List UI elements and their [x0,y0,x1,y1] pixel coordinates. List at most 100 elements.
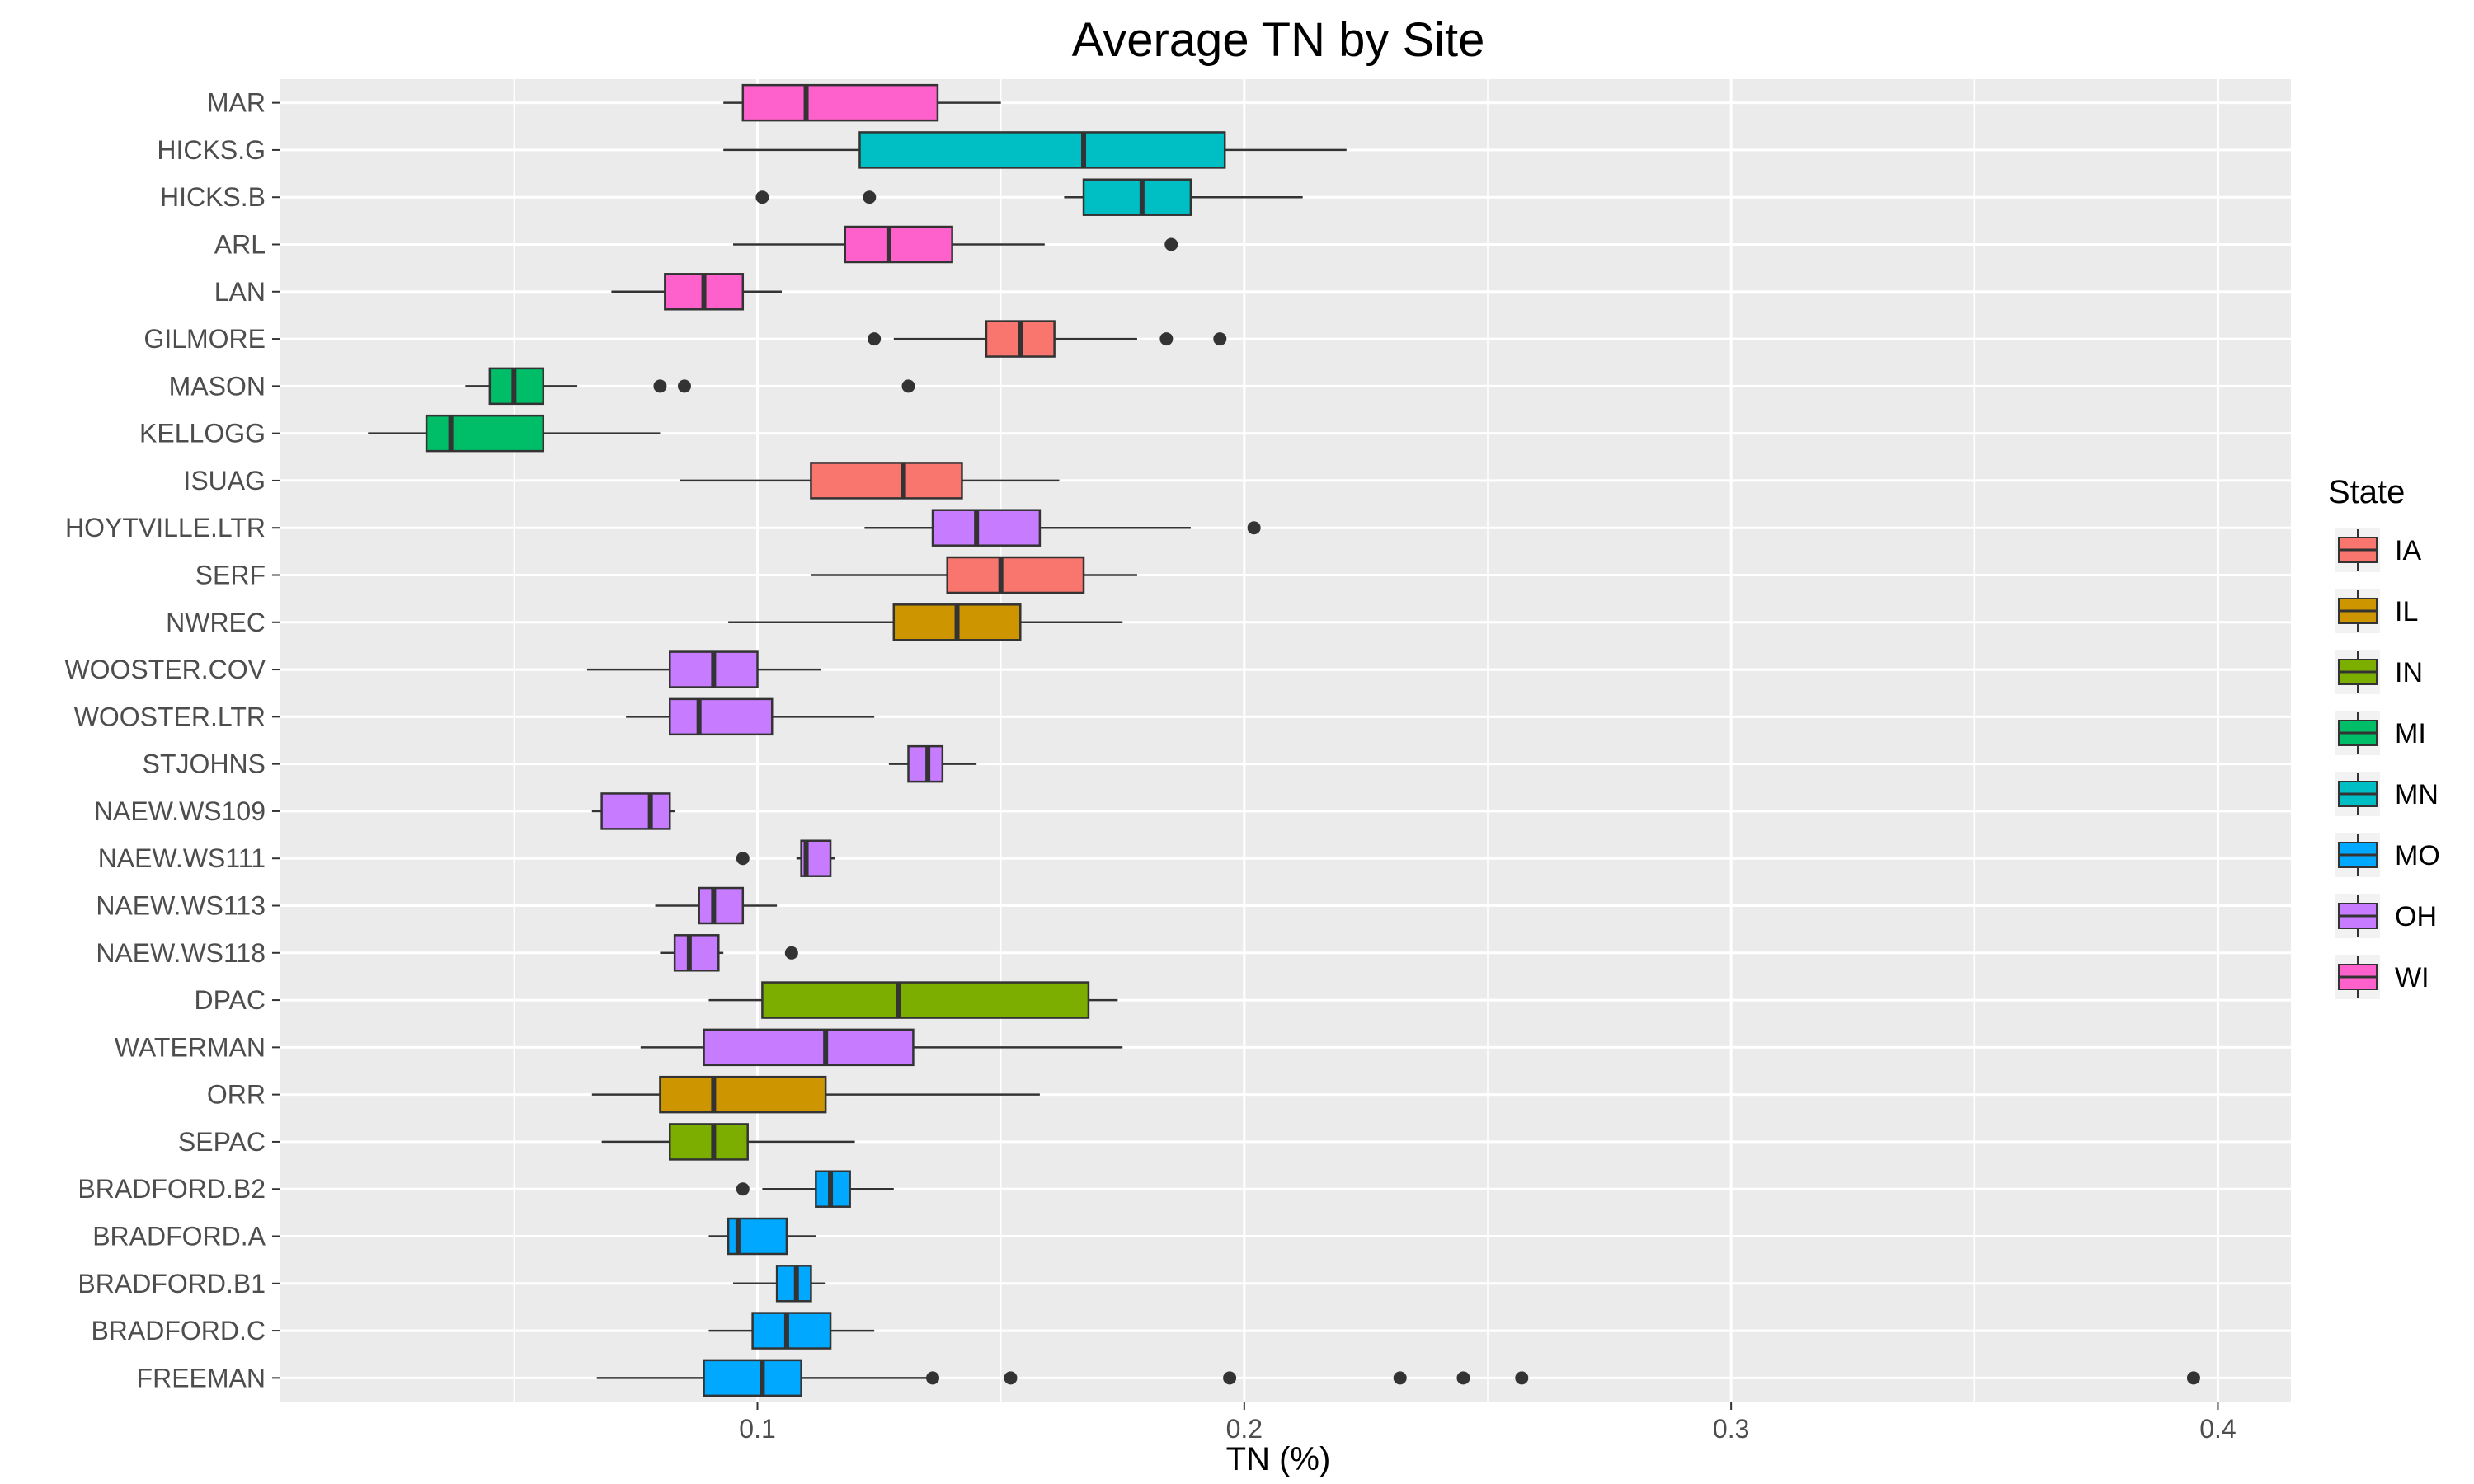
iqr-box [844,225,953,264]
y-tick-label: NAEW.WS111 [98,843,266,873]
y-tick-label: FREEMAN [137,1363,266,1392]
legend: State IA IL IN MI MN MO OH WI [2328,474,2440,999]
y-axis: MAR HICKS.G HICKS.B ARL LAN GILMORE MASON KELLO… [64,88,280,1392]
box-sepac [601,1123,855,1161]
box-hoytville-ltr [864,509,1261,547]
box-arl [732,225,1178,264]
box-lan [611,273,783,311]
box-freeman [596,1359,2200,1397]
box-gilmore [868,320,1227,358]
legend-item-mn: MN [2335,772,2439,816]
box-naew-ws111 [736,839,835,877]
box-mason [465,367,915,406]
legend-item-oh: OH [2335,894,2437,938]
box-waterman [640,1028,1123,1067]
iqr-box [946,556,1085,594]
box-wooster-ltr [626,697,875,736]
iqr-box [669,1123,749,1161]
legend-label: MO [2395,840,2440,871]
box-bradford-c [708,1312,875,1350]
legend-item-ia: IA [2335,528,2421,572]
outlier-point [1456,1371,1470,1385]
outlier-point [1393,1371,1407,1385]
y-tick-label: MAR [207,88,266,118]
y-tick-label: WOOSTER.COV [64,655,266,684]
y-tick-label: SERF [195,561,266,590]
legend-item-il: IL [2335,589,2418,633]
box-naew-ws109 [591,792,675,830]
legend-label: IA [2395,535,2421,566]
y-tick-label: NAEW.WS109 [94,796,266,826]
outlier-point [901,379,915,393]
iqr-box [741,83,939,122]
x-axis: 0.1 0.2 0.3 0.4 [739,1402,2236,1444]
iqr-box [1082,178,1192,216]
box-isuag [680,462,1060,500]
legend-title: State [2328,474,2405,510]
box-hicks-b [755,178,1303,216]
iqr-box [600,792,671,830]
iqr-box [659,1075,827,1114]
y-tick-label: WOOSTER.LTR [74,702,266,731]
outlier-point [736,852,750,866]
x-axis-title: TN (%) [1226,1441,1331,1477]
y-tick-label: HICKS.G [157,135,266,165]
y-tick-label: HOYTVILLE.LTR [65,513,266,542]
y-tick-label: ORR [207,1080,266,1110]
y-tick-label: KELLOGG [139,419,266,448]
outlier-point [1159,332,1174,346]
box-stjohns [888,744,977,783]
legend-label: MN [2395,779,2439,810]
y-tick-label: BRADFORD.B2 [78,1174,266,1204]
y-tick-label: BRADFORD.B1 [78,1269,266,1298]
box-wooster-cov [586,650,821,688]
box-nwrec [728,603,1123,641]
y-tick-label: STJOHNS [143,749,266,779]
y-tick-label: NAEW.WS118 [96,938,266,968]
outlier-point [868,332,882,346]
outlier-point [1213,332,1227,346]
box-orr [591,1075,1040,1114]
legend-label: WI [2395,962,2429,993]
box-serf [811,556,1137,594]
y-tick-label: GILMORE [143,324,266,354]
y-tick-label: SEPAC [178,1127,266,1157]
box-bradford-b2 [736,1170,894,1208]
outlier-point [1223,1371,1237,1385]
legend-label: IN [2395,657,2423,688]
box-mar [723,83,1001,122]
legend-item-mi: MI [2335,711,2426,755]
iqr-box [669,697,774,736]
chart-title: Average TN by Site [1072,13,1485,67]
iqr-box [698,886,745,925]
plot-panel [280,79,2291,1402]
legend-label: OH [2395,901,2437,932]
legend-item-in: IN [2335,650,2423,694]
y-tick-label: ISUAG [183,466,266,495]
legend-item-mo: MO [2335,833,2440,877]
y-tick-label: BRADFORD.A [92,1222,266,1252]
iqr-box [673,934,720,972]
outlier-point [755,190,769,204]
outlier-point [1247,521,1261,535]
iqr-box [931,509,1042,547]
outlier-point [926,1371,940,1385]
outlier-point [784,946,798,960]
outlier-point [1515,1371,1529,1385]
box-bradford-a [708,1217,816,1256]
iqr-box [751,1312,832,1350]
x-tick-label: 0.4 [2199,1414,2236,1444]
legend-item-wi: WI [2335,955,2429,999]
y-tick-label: BRADFORD.C [91,1316,266,1345]
box-bradford-b1 [732,1265,826,1303]
iqr-box [761,981,1090,1019]
outlier-point [1164,237,1178,251]
y-tick-label: NAEW.WS113 [96,891,266,921]
y-tick-label: WATERMAN [115,1032,266,1062]
iqr-box [703,1359,802,1397]
outlier-point [2186,1371,2200,1385]
x-tick-label: 0.3 [1713,1414,1749,1444]
box-hicks-g [723,131,1347,169]
y-tick-label: MASON [169,371,266,401]
